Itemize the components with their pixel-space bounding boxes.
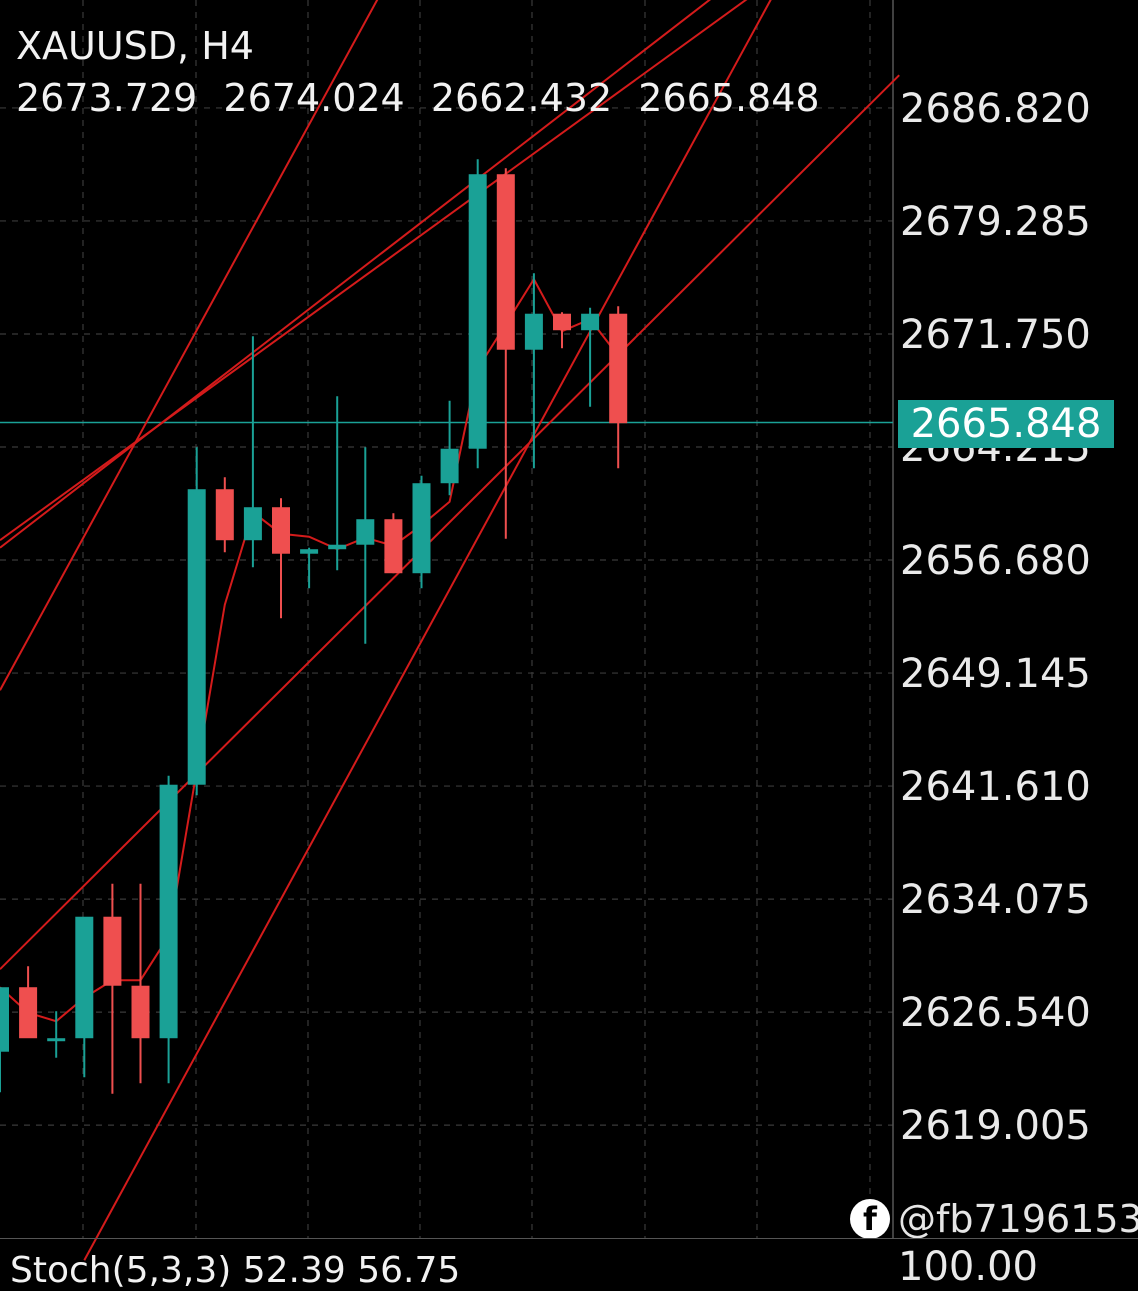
watermark: f @fb7196153 (850, 1196, 1138, 1242)
candle-body (103, 916, 122, 986)
ohlc-low: 2662.432 (430, 76, 613, 120)
y-tick-label: 2656.680 (900, 538, 1091, 584)
stochastic-panel[interactable] (0, 1238, 1138, 1281)
candle-body (215, 489, 234, 541)
ohlc-values: 2673.729 2674.024 2662.432 2665.848 (16, 72, 834, 124)
y-tick-label: 2649.145 (900, 651, 1091, 697)
candle-body (47, 1038, 66, 1042)
grid-lines (0, 0, 894, 1238)
facebook-icon: f (850, 1199, 890, 1239)
candle-body (496, 174, 515, 350)
candle-body (75, 916, 94, 1039)
candles (0, 159, 628, 1094)
y-tick-label: 2679.285 (900, 199, 1091, 245)
trendlines (0, 0, 900, 1261)
y-tick-label: 2619.005 (900, 1103, 1091, 1149)
price-axis: 2686.8202679.2852671.7502664.2152656.680… (900, 86, 1091, 1149)
watermark-text: @fb7196153 (898, 1197, 1138, 1241)
candle-body (300, 549, 319, 554)
trendline (0, 74, 900, 970)
trendline (83, 0, 772, 1261)
candle-body (159, 784, 178, 1039)
ohlc-open: 2673.729 (16, 76, 198, 120)
symbol-timeframe: XAUUSD, H4 (16, 24, 254, 68)
candle-body (553, 313, 571, 331)
current-price-tag: 2665.848 (898, 400, 1114, 448)
candle-body (412, 483, 431, 574)
candle-body (187, 489, 206, 785)
ohlc-high: 2674.024 (223, 76, 405, 120)
candle-body (131, 985, 150, 1039)
stochastic-level: 100.00 (898, 1244, 1038, 1290)
candle-body (440, 448, 459, 484)
candle-body (384, 519, 403, 574)
candle-body (581, 313, 600, 331)
candle-body (468, 174, 487, 449)
candle-body (0, 987, 9, 1052)
candle-body (609, 313, 628, 424)
candle-body (272, 507, 290, 554)
ohlc-close: 2665.848 (638, 76, 820, 120)
y-tick-label: 2671.750 (900, 312, 1091, 358)
candle-body (243, 507, 262, 541)
candle-body (328, 544, 347, 550)
candle-body (356, 519, 375, 545)
y-tick-label: 2626.540 (900, 990, 1091, 1036)
y-tick-label: 2634.075 (900, 877, 1091, 923)
chart-header: XAUUSD, H4 2673.729 2674.024 2662.432 26… (16, 20, 834, 124)
candle-body (19, 987, 38, 1039)
trendline (0, 0, 712, 549)
y-tick-label: 2686.820 (900, 86, 1091, 132)
y-tick-label: 2641.610 (900, 764, 1091, 810)
moving-average-line (0, 277, 619, 1023)
stochastic-label: Stoch(5,3,3) 52.39 56.75 (10, 1250, 461, 1291)
trendline (0, 0, 379, 691)
candle-body (524, 313, 543, 350)
